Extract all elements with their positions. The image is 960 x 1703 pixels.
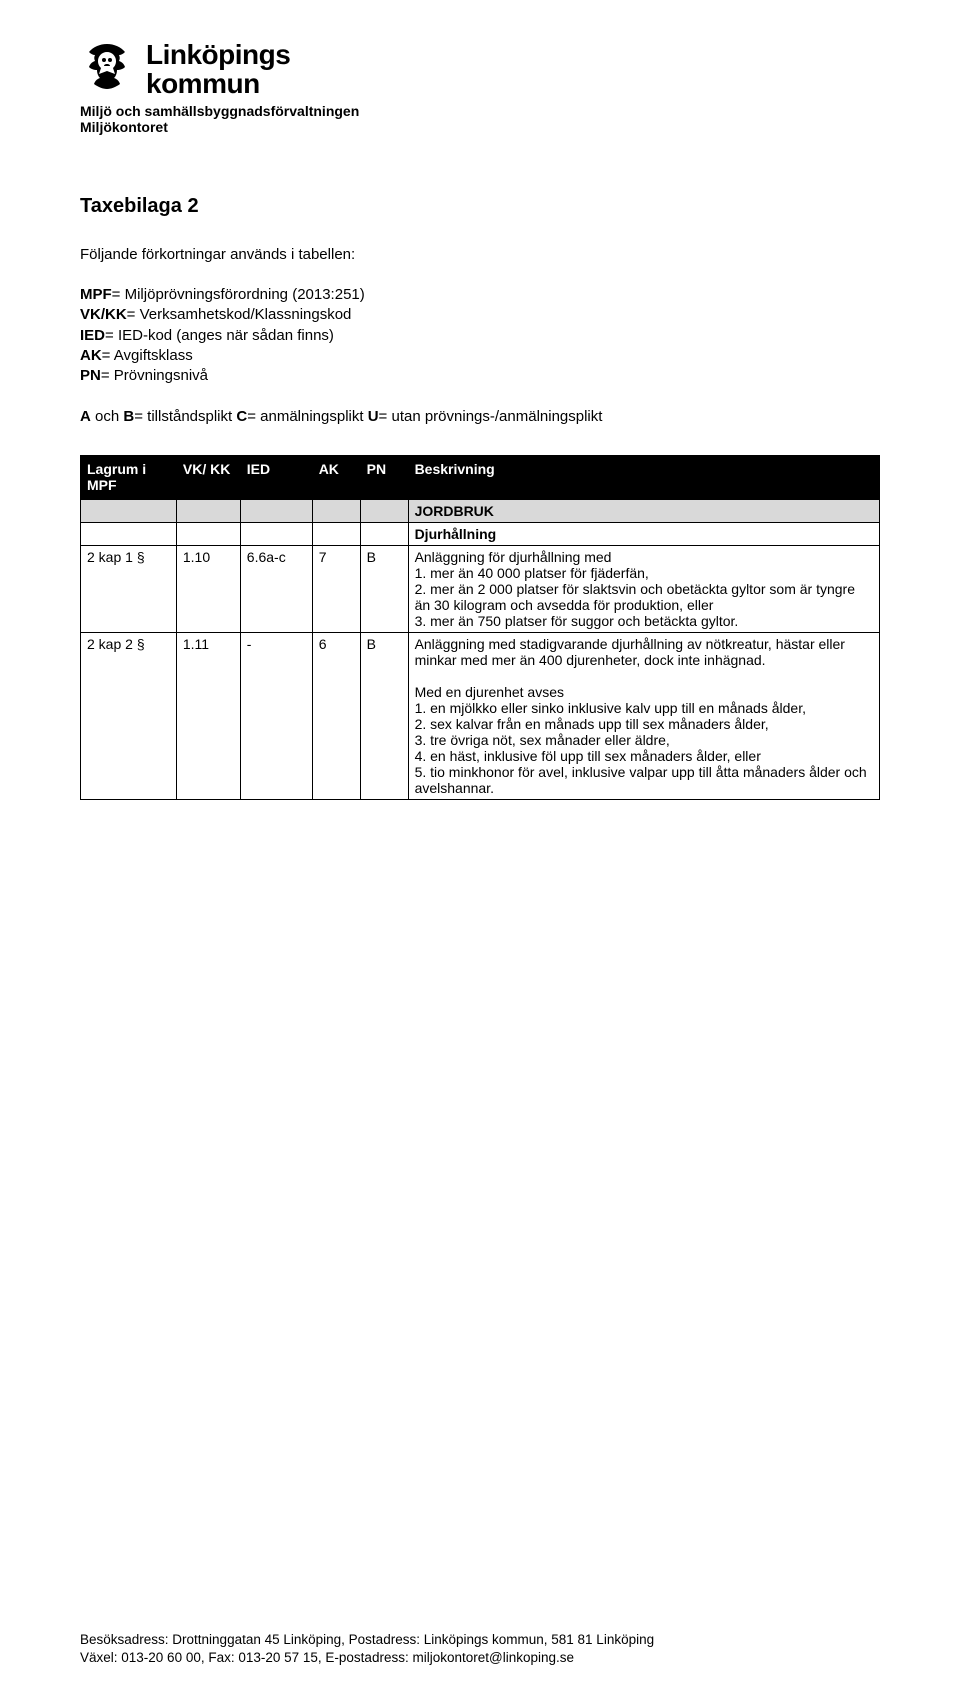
col-header-vk: VK/ KK — [176, 455, 240, 500]
abbrev-row: PN= Prövningsnivå — [80, 366, 880, 386]
empty-cell — [81, 500, 177, 523]
abbrev-key: AK — [80, 347, 102, 364]
abbrev-val: Verksamhetskod/Klassningskod — [140, 306, 352, 323]
department-name: Miljö och samhällsbyggnadsförvaltningen — [80, 103, 880, 119]
col-header-lagrum: Lagrum i MPF — [81, 455, 177, 500]
document-title: Taxebilaga 2 — [80, 195, 880, 218]
org-name-line1: Linköpings — [146, 40, 290, 69]
abbrev-val: Avgiftsklass — [114, 347, 193, 364]
abbreviation-block: MPF= Miljöprövningsförordning (2013:251)… — [80, 285, 880, 386]
abbrev-key: VK/KK — [80, 306, 127, 323]
abbrev-key: PN — [80, 367, 101, 384]
empty-cell — [81, 523, 177, 546]
col-header-besk: Beskrivning — [408, 455, 879, 500]
cell-vk: 1.11 — [176, 633, 240, 800]
abbrev-row: VK/KK= Verksamhetskod/Klassningskod — [80, 305, 880, 325]
empty-cell — [360, 500, 408, 523]
col-header-pn: PN — [360, 455, 408, 500]
footer-line-2: Växel: 013-20 60 00, Fax: 013-20 57 15, … — [80, 1649, 880, 1667]
cell-pn: B — [360, 546, 408, 633]
plikt-c: C — [236, 408, 247, 425]
abbrev-val: Prövningsnivå — [114, 367, 208, 384]
plikt-eq-c: anmälningsplikt — [256, 408, 368, 425]
plikt-line: A och B= tillståndsplikt C= anmälningspl… — [80, 408, 880, 425]
abbrev-key: MPF — [80, 286, 112, 303]
cell-besk: Anläggning för djurhållning med 1. mer ä… — [408, 546, 879, 633]
col-header-ak: AK — [312, 455, 360, 500]
abbrev-key: IED — [80, 327, 105, 344]
abbrev-row: AK= Avgiftsklass — [80, 346, 880, 366]
besk-text: Anläggning med stadigvarande djurhållnin… — [415, 636, 873, 796]
col-header-ied: IED — [240, 455, 312, 500]
plikt-a: A — [80, 408, 91, 425]
cell-ak: 7 — [312, 546, 360, 633]
abbrev-val: IED-kod (anges när sådan finns) — [118, 327, 334, 344]
besk-text: Anläggning för djurhållning med 1. mer ä… — [415, 549, 873, 629]
cell-ied: 6.6a-c — [240, 546, 312, 633]
abbrev-row: MPF= Miljöprövningsförordning (2013:251) — [80, 285, 880, 305]
empty-cell — [176, 500, 240, 523]
cell-lagrum: 2 kap 2 § — [81, 633, 177, 800]
cell-lagrum: 2 kap 1 § — [81, 546, 177, 633]
abbrev-row: IED= IED-kod (anges när sådan finns) — [80, 326, 880, 346]
empty-cell — [360, 523, 408, 546]
plikt-b: B — [123, 408, 134, 425]
plikt-eq-u: utan prövnings-/anmälningsplikt — [387, 408, 602, 425]
plikt-u: U — [368, 408, 379, 425]
cell-vk: 1.10 — [176, 546, 240, 633]
plikt-mid: tillståndsplikt — [143, 408, 236, 425]
subsection-row: Djurhållning — [81, 523, 880, 546]
table-header-row: Lagrum i MPF VK/ KK IED AK PN Beskrivnin… — [81, 455, 880, 500]
section-title: JORDBRUK — [408, 500, 879, 523]
abbrev-val: Miljöprövningsförordning (2013:251) — [125, 286, 365, 303]
page-footer: Besöksadress: Drottninggatan 45 Linköpin… — [80, 1631, 880, 1667]
cell-besk: Anläggning med stadigvarande djurhållnin… — [408, 633, 879, 800]
subsection-title: Djurhållning — [408, 523, 879, 546]
footer-line-1: Besöksadress: Drottninggatan 45 Linköpin… — [80, 1631, 880, 1649]
table-row: 2 kap 2 § 1.11 - 6 B Anläggning med stad… — [81, 633, 880, 800]
empty-cell — [176, 523, 240, 546]
cell-ied: - — [240, 633, 312, 800]
org-header: Linköpings kommun — [80, 40, 880, 99]
empty-cell — [240, 500, 312, 523]
cell-ak: 6 — [312, 633, 360, 800]
org-name-line2: kommun — [146, 69, 290, 98]
document-page: Linköpings kommun Miljö och samhällsbygg… — [0, 0, 960, 1703]
lion-crest-icon — [80, 40, 134, 99]
section-row: JORDBRUK — [81, 500, 880, 523]
empty-cell — [312, 500, 360, 523]
empty-cell — [312, 523, 360, 546]
main-table: Lagrum i MPF VK/ KK IED AK PN Beskrivnin… — [80, 455, 880, 800]
intro-line: Följande förkortningar används i tabelle… — [80, 246, 880, 263]
org-name: Linköpings kommun — [146, 40, 290, 99]
empty-cell — [240, 523, 312, 546]
cell-pn: B — [360, 633, 408, 800]
table-row: 2 kap 1 § 1.10 6.6a-c 7 B Anläggning för… — [81, 546, 880, 633]
subdepartment-name: Miljökontoret — [80, 119, 880, 135]
